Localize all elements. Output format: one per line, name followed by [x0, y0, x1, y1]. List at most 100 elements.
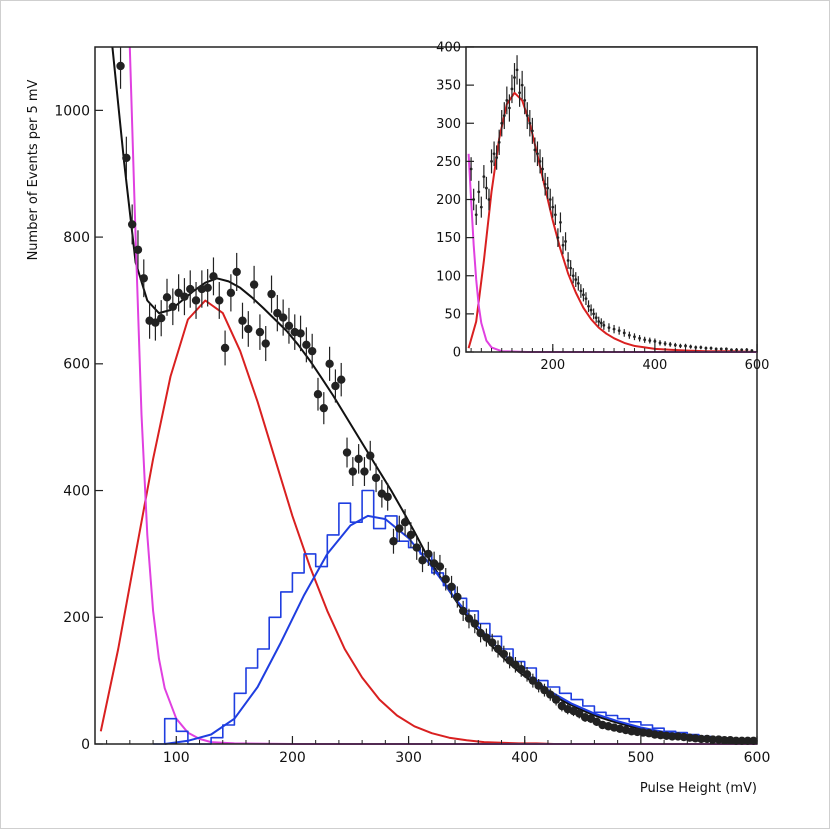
main-data-point — [476, 623, 485, 643]
main-data-point — [238, 302, 247, 339]
main-data-point — [400, 509, 410, 536]
inset-marker — [477, 190, 481, 194]
inset-data-point — [507, 94, 511, 122]
inset-data-point — [679, 343, 682, 349]
main-marker — [360, 467, 369, 476]
main-marker — [122, 153, 131, 163]
main-data-point — [499, 645, 509, 663]
inset-marker — [592, 312, 596, 316]
main-y-tick-label: 200 — [63, 610, 90, 626]
main-data-point — [342, 437, 352, 468]
inset-background — [466, 47, 757, 352]
inset-marker — [469, 167, 473, 171]
main-data-point — [307, 333, 317, 369]
inset-y-tick-label: 150 — [436, 231, 461, 246]
main-x-tick-label: 500 — [627, 750, 654, 766]
inset-data-point — [592, 308, 596, 320]
main-marker — [453, 592, 462, 602]
main-marker — [737, 736, 747, 746]
main-marker — [157, 313, 166, 323]
inset-data-point — [597, 316, 601, 327]
inset-data-point — [482, 165, 486, 189]
main-data-point — [383, 483, 392, 511]
inset-plot-area — [467, 55, 758, 353]
main-marker — [482, 633, 491, 642]
inset-marker — [582, 293, 585, 297]
main-data-point — [267, 275, 276, 313]
main-marker — [424, 549, 433, 559]
main-marker — [255, 327, 265, 337]
main-marker — [313, 390, 323, 399]
inset-data-point — [525, 102, 529, 130]
inset-data-point — [571, 268, 575, 284]
main-marker — [499, 649, 509, 659]
main-data-point — [278, 299, 288, 336]
inset-marker — [673, 343, 677, 347]
main-data-point — [435, 554, 445, 579]
inset-marker — [559, 220, 562, 224]
main-marker — [203, 283, 212, 292]
inset-marker — [541, 167, 544, 171]
inset-data-point — [528, 110, 532, 137]
main-data-point — [348, 457, 358, 486]
main-data-point — [668, 732, 677, 741]
main-marker — [238, 316, 247, 325]
main-data-point — [325, 346, 334, 381]
inset-marker — [548, 198, 552, 201]
main-data-point — [453, 586, 462, 608]
main-marker — [151, 318, 160, 327]
main-series-red-curve — [99, 299, 572, 745]
main-marker — [668, 732, 677, 741]
main-marker — [267, 289, 276, 299]
inset-marker — [607, 326, 611, 329]
inset-y-tick-label: 250 — [436, 155, 461, 170]
main-marker — [302, 340, 311, 350]
inset-data-point — [607, 323, 611, 332]
inset-data-point — [663, 341, 667, 347]
main-y-axis-label: Number of Events per 5 mV — [26, 79, 41, 260]
main-marker — [366, 451, 375, 460]
main-data-point — [313, 377, 323, 411]
inset-x-tick-label: 600 — [745, 358, 770, 373]
inset-data-point — [553, 204, 557, 225]
inset-marker — [500, 121, 504, 125]
inset-data-point — [533, 137, 537, 163]
main-data-point — [406, 522, 416, 548]
main-marker — [534, 681, 543, 690]
main-data-point — [458, 600, 468, 622]
inset-data-point — [730, 348, 733, 352]
main-data-point — [441, 568, 450, 591]
inset-data-point — [750, 349, 754, 352]
main-marker — [470, 619, 479, 628]
main-marker — [127, 220, 137, 229]
inset-marker — [497, 140, 501, 144]
main-marker — [307, 346, 317, 356]
inset-data-point — [485, 176, 488, 200]
inset-marker — [709, 346, 713, 350]
inset-marker — [566, 259, 570, 262]
main-marker — [395, 524, 404, 533]
inset-marker — [576, 281, 580, 285]
main-marker — [220, 343, 230, 353]
main-data-point — [127, 204, 137, 245]
main-data-point — [331, 369, 340, 403]
main-marker — [464, 614, 474, 623]
main-data-point — [395, 515, 404, 542]
main-marker — [168, 302, 178, 311]
inset-data-point — [589, 304, 593, 316]
main-data-point — [151, 304, 160, 341]
inset-marker — [668, 342, 672, 346]
main-marker — [476, 628, 485, 638]
main-marker — [418, 556, 427, 565]
main-marker — [749, 736, 758, 746]
inset-marker — [589, 308, 593, 312]
main-marker — [186, 284, 195, 294]
main-marker — [244, 324, 253, 334]
inset-y-tick-label: 300 — [436, 117, 461, 132]
main-y-tick-label: 600 — [63, 357, 90, 373]
inset-data-point — [510, 74, 514, 104]
inset-data-point — [579, 284, 583, 298]
inset-marker — [536, 152, 539, 156]
main-data-point — [470, 614, 479, 634]
